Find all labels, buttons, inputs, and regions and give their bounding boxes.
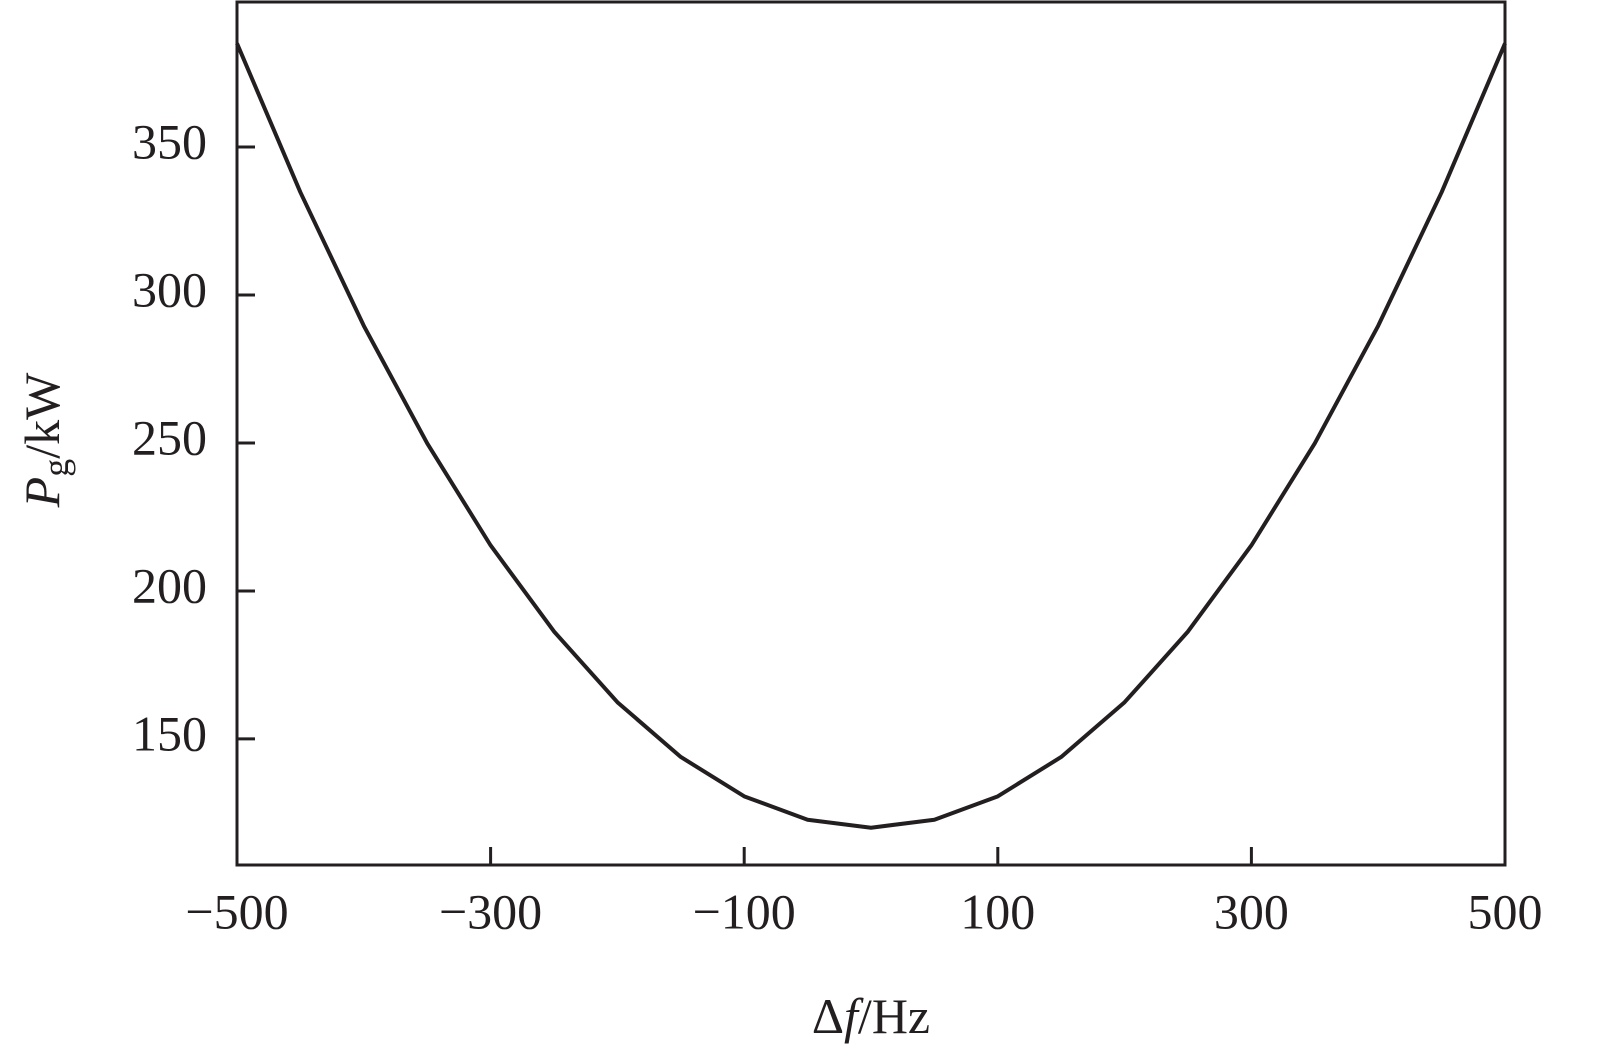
y-label-part: /kW [14,372,70,459]
y-tick-label: 350 [132,113,207,169]
data-line [235,42,1507,830]
x-label-part: Δ [812,988,844,1044]
y-label-part: g [36,459,76,477]
y-tick-label: 200 [132,557,207,613]
y-tick-label: 150 [132,705,207,761]
x-tick-label: −500 [185,883,288,939]
y-tick-label: 250 [132,409,207,465]
x-tick-label: 100 [960,883,1035,939]
x-tick-label: 300 [1214,883,1289,939]
y-label-part: P [14,477,70,509]
y-tick-label: 300 [132,261,207,317]
y-axis-label: Pg/kW [14,372,76,508]
x-tick-label: −300 [439,883,542,939]
x-label-part: /Hz [858,988,930,1044]
plot-frame [235,0,1507,867]
x-tick-label: −100 [693,883,796,939]
x-axis-label: Δf/Hz [812,988,930,1044]
x-tick-label: 500 [1468,883,1543,939]
